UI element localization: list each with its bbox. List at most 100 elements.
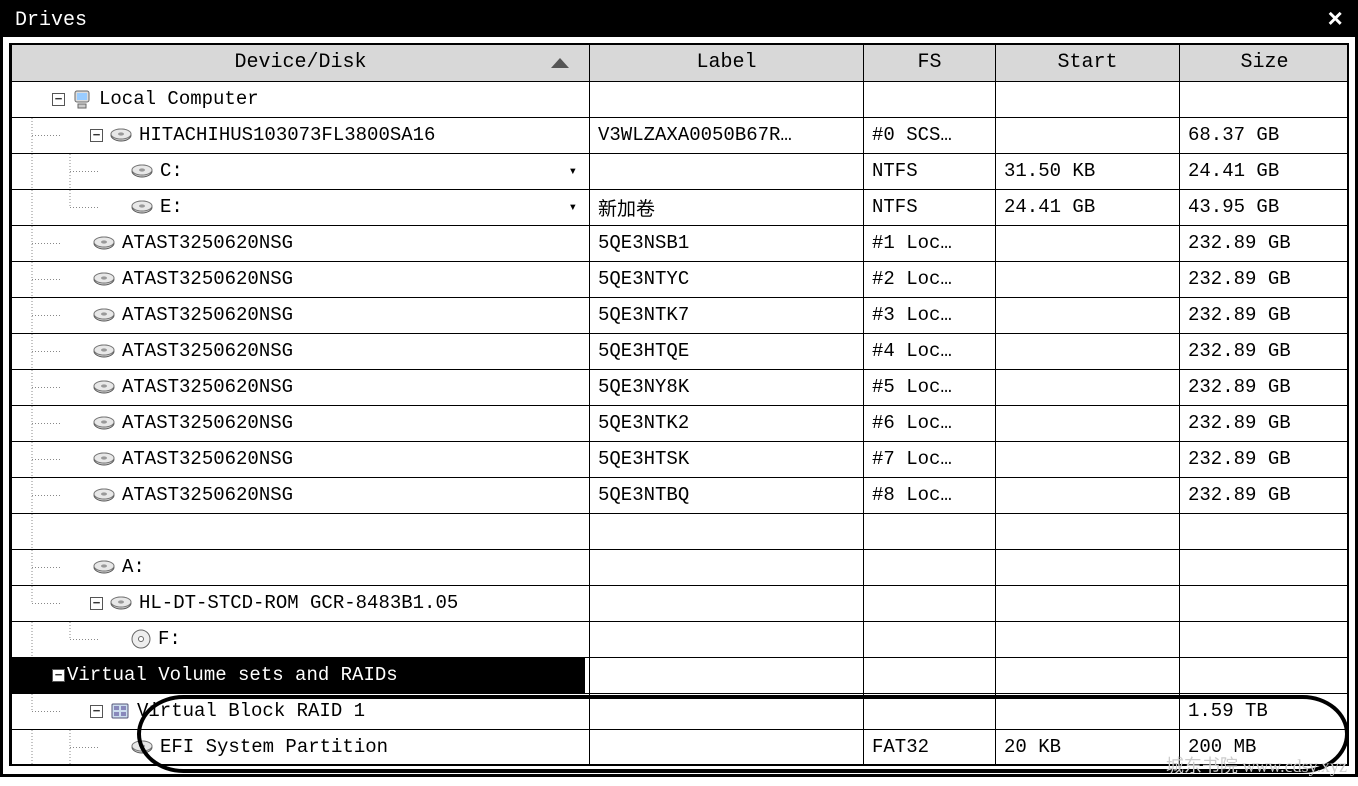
drive-row[interactable]: −Virtual Volume sets and RAIDs (12, 657, 1350, 693)
fs-cell (864, 657, 996, 693)
label-cell: 5QE3NTK2 (590, 405, 864, 441)
column-header-start[interactable]: Start (996, 45, 1180, 81)
tree-expander[interactable]: − (90, 597, 103, 610)
drive-row[interactable]: C:▾NTFS31.50 KB24.41 GB (12, 153, 1350, 189)
start-cell (996, 441, 1180, 477)
fs-cell: #8 Loc… (864, 477, 996, 513)
device-label: E: (160, 196, 183, 218)
size-cell: 43.95 GB (1180, 189, 1350, 225)
drive-row[interactable]: F: (12, 621, 1350, 657)
start-cell (996, 657, 1180, 693)
size-cell (1180, 657, 1350, 693)
device-label: ATAST3250620NSG (122, 304, 293, 326)
device-label: ATAST3250620NSG (122, 448, 293, 470)
drive-row[interactable] (12, 513, 1350, 549)
device-cell: E: ▾ (12, 189, 590, 225)
size-cell (1180, 585, 1350, 621)
device-cell: C:▾ (12, 153, 590, 189)
label-cell (590, 153, 864, 189)
drive-row[interactable]: ATAST3250620NSG5QE3NTK7#3 Loc…232.89 GB (12, 297, 1350, 333)
disk-icon (92, 234, 116, 252)
device-label: Virtual Block RAID 1 (137, 700, 365, 722)
label-cell: 5QE3NTYC (590, 261, 864, 297)
drive-row[interactable]: Apple_HFS_Untitled_1HFS+200.02 MB1.59 TB (12, 765, 1350, 766)
column-header-fs[interactable]: FS (864, 45, 996, 81)
label-cell: V3WLZAXA0050B67R… (590, 117, 864, 153)
fs-cell: NTFS (864, 189, 996, 225)
drive-row[interactable]: ATAST3250620NSG5QE3HTSK#7 Loc…232.89 GB (12, 441, 1350, 477)
dropdown-caret-icon[interactable]: ▾ (569, 163, 577, 180)
device-cell: A: (12, 549, 590, 585)
label-cell: 5QE3NTK7 (590, 297, 864, 333)
fs-cell (864, 81, 996, 117)
start-cell (996, 81, 1180, 117)
label-cell (590, 513, 864, 549)
device-label: F: (158, 628, 181, 650)
drive-row[interactable]: − HITACHIHUS103073FL3800SA16 V3WLZAXA0050B… (12, 117, 1350, 153)
fs-cell (864, 585, 996, 621)
device-label: EFI System Partition (160, 736, 388, 758)
fs-cell: FAT32 (864, 729, 996, 765)
start-cell (996, 585, 1180, 621)
fs-cell (864, 549, 996, 585)
drive-row[interactable]: ATAST3250620NSG5QE3NTK2#6 Loc…232.89 GB (12, 405, 1350, 441)
disk-icon (130, 198, 154, 216)
disk-icon (92, 414, 116, 432)
column-header-size[interactable]: Size (1180, 45, 1350, 81)
drive-row[interactable]: ATAST3250620NSG5QE3HTQE#4 Loc…232.89 GB (12, 333, 1350, 369)
start-cell (996, 621, 1180, 657)
device-label: ATAST3250620NSG (122, 340, 293, 362)
fs-cell: #4 Loc… (864, 333, 996, 369)
device-label: HITACHIHUS103073FL3800SA16 (139, 124, 435, 146)
device-label: ATAST3250620NSG (122, 412, 293, 434)
fs-cell: #5 Loc… (864, 369, 996, 405)
drive-row[interactable]: A: (12, 549, 1350, 585)
disk-icon (92, 378, 116, 396)
computer-icon (71, 88, 93, 110)
tree-expander[interactable]: − (90, 129, 103, 142)
tree-expander[interactable]: − (52, 93, 65, 106)
fs-cell: #1 Loc… (864, 225, 996, 261)
disk-icon (130, 162, 154, 180)
size-cell: 1.59 TB (1180, 693, 1350, 729)
drive-row[interactable]: ATAST3250620NSG5QE3NSB1#1 Loc…232.89 GB (12, 225, 1350, 261)
drive-row[interactable]: EFI System PartitionFAT3220 KB200 MB (12, 729, 1350, 765)
close-button[interactable]: × (1327, 5, 1343, 35)
device-cell: ATAST3250620NSG (12, 369, 590, 405)
drive-row[interactable]: E:▾新加卷NTFS24.41 GB43.95 GB (12, 189, 1350, 225)
size-cell: 232.89 GB (1180, 477, 1350, 513)
column-header-label[interactable]: Label (590, 45, 864, 81)
raid-icon (109, 700, 131, 722)
device-cell: ATAST3250620NSG (12, 225, 590, 261)
fs-cell: #0 SCS… (864, 117, 996, 153)
device-label: ATAST3250620NSG (122, 232, 293, 254)
fs-cell: HFS+ (864, 765, 996, 766)
table-container: Device/DiskLabelFSStartSize −Local Compu… (9, 43, 1349, 766)
size-cell: 232.89 GB (1180, 405, 1350, 441)
fs-cell (864, 621, 996, 657)
drive-row[interactable]: −Local Computer (12, 81, 1350, 117)
sort-caret-icon (551, 58, 569, 68)
label-cell (590, 549, 864, 585)
drive-row[interactable]: −HL-DT-STCD-ROM GCR-8483B1.05 (12, 585, 1350, 621)
drive-row[interactable]: − Virtual Block RAID 1 1.59 TB (12, 693, 1350, 729)
window-title: Drives (15, 9, 87, 32)
start-cell: 200.02 MB (996, 765, 1180, 766)
start-cell (996, 513, 1180, 549)
disk-icon (92, 342, 116, 360)
device-label: A: (122, 556, 145, 578)
tree-expander[interactable]: − (52, 669, 65, 682)
dropdown-caret-icon[interactable]: ▾ (569, 199, 577, 216)
disk-icon (109, 126, 133, 144)
device-cell: ATAST3250620NSG (12, 333, 590, 369)
start-cell (996, 261, 1180, 297)
label-cell: 新加卷 (590, 189, 864, 225)
drive-row[interactable]: ATAST3250620NSG5QE3NY8K#5 Loc…232.89 GB (12, 369, 1350, 405)
tree-expander[interactable]: − (90, 705, 103, 718)
drive-row[interactable]: ATAST3250620NSG5QE3NTYC#2 Loc…232.89 GB (12, 261, 1350, 297)
size-cell: 232.89 GB (1180, 369, 1350, 405)
drive-row[interactable]: ATAST3250620NSG5QE3NTBQ#8 Loc…232.89 GB (12, 477, 1350, 513)
fs-cell (864, 693, 996, 729)
disk-icon (92, 450, 116, 468)
column-header-devicedisk[interactable]: Device/Disk (12, 45, 590, 81)
